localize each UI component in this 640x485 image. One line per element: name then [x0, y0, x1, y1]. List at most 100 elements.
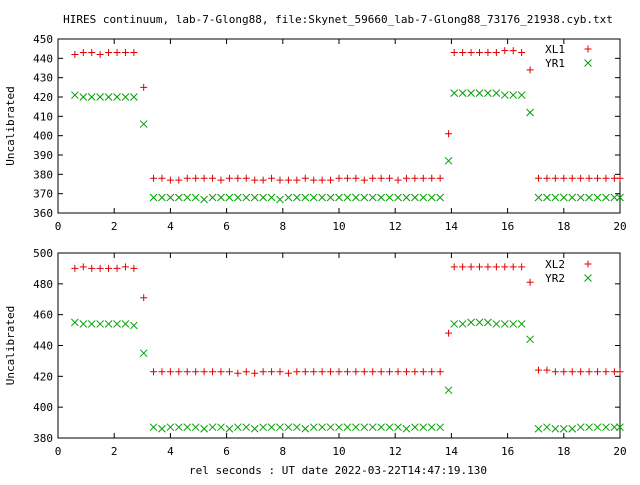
data-point	[369, 368, 377, 376]
data-point	[166, 193, 175, 202]
data-point	[427, 193, 436, 202]
data-point	[501, 47, 509, 55]
data-point	[343, 423, 352, 432]
data-point	[411, 193, 419, 202]
data-point	[104, 320, 113, 328]
x-tick-label: 18	[557, 445, 570, 458]
data-point	[467, 263, 475, 271]
data-point	[200, 174, 208, 182]
data-point	[335, 368, 343, 376]
data-point	[450, 49, 458, 57]
data-point	[327, 176, 335, 184]
data-point	[267, 423, 276, 432]
data-point	[335, 423, 343, 432]
data-point	[568, 193, 577, 202]
data-point	[233, 423, 242, 432]
data-point	[559, 193, 568, 202]
data-point	[402, 193, 411, 202]
data-point	[326, 423, 335, 432]
data-point	[139, 120, 148, 128]
data-point	[200, 368, 208, 376]
data-point	[368, 423, 377, 432]
data-point	[526, 278, 534, 286]
data-point	[139, 349, 148, 358]
data-point	[450, 263, 458, 271]
data-point	[121, 49, 129, 57]
data-point	[500, 91, 509, 99]
data-point	[113, 264, 121, 272]
data-point	[192, 368, 200, 376]
data-point	[200, 424, 208, 433]
data-point	[130, 264, 138, 272]
data-point	[292, 423, 301, 432]
data-point	[535, 366, 543, 374]
data-point	[217, 368, 225, 376]
data-point	[130, 321, 138, 330]
x-tick-label: 14	[445, 445, 459, 458]
data-point	[517, 320, 526, 328]
data-point	[259, 423, 267, 432]
data-point	[234, 174, 242, 182]
data-point	[268, 368, 276, 376]
data-point	[492, 263, 500, 271]
data-point	[105, 49, 113, 57]
legend-marker	[584, 260, 592, 268]
x-tick-label: 8	[279, 220, 286, 233]
data-point	[428, 368, 436, 376]
data-point	[594, 368, 602, 376]
y-tick-label: 430	[33, 72, 53, 85]
legend-label: XL1	[545, 43, 565, 56]
data-point	[335, 193, 343, 202]
x-tick-label: 4	[167, 445, 174, 458]
legend-label: YR2	[545, 272, 565, 285]
data-point	[158, 193, 166, 202]
data-point	[444, 386, 453, 395]
data-point	[88, 264, 96, 272]
data-point	[250, 193, 259, 202]
data-point	[121, 93, 130, 101]
x-tick-label: 6	[223, 445, 230, 458]
data-point	[217, 423, 225, 432]
chart-title: HIRES continuum, lab-7-Glong88, file:Sky…	[63, 13, 613, 26]
data-point	[568, 424, 577, 433]
data-point	[394, 193, 402, 202]
data-point	[191, 423, 200, 432]
data-point	[352, 174, 360, 182]
data-point	[284, 193, 293, 202]
data-point	[492, 320, 501, 328]
legend-label: YR1	[545, 57, 565, 70]
data-point	[616, 368, 624, 376]
data-point	[560, 174, 568, 182]
data-point	[149, 423, 158, 432]
data-point	[276, 176, 284, 184]
y-tick-label: 500	[33, 247, 53, 260]
data-point	[411, 174, 419, 182]
data-point	[251, 176, 259, 184]
data-point	[543, 174, 551, 182]
data-point	[360, 193, 369, 202]
data-point	[104, 93, 113, 101]
data-point	[427, 423, 436, 432]
data-point	[459, 263, 467, 271]
data-point	[276, 423, 284, 432]
data-point	[301, 424, 310, 433]
data-point	[174, 193, 183, 202]
legend-label: XL2	[545, 258, 565, 271]
x-tick-label: 4	[167, 220, 174, 233]
data-point	[175, 368, 183, 376]
x-tick-label: 18	[557, 220, 570, 233]
data-point	[250, 424, 259, 433]
data-point	[616, 423, 624, 432]
data-point	[158, 174, 166, 182]
data-point	[568, 174, 576, 182]
y-tick-label: 400	[33, 401, 53, 414]
data-point	[459, 49, 467, 57]
data-point	[385, 193, 394, 202]
data-point	[200, 195, 208, 204]
bottom-panel: 0 2 4 6 8 10 12 14 16 18 20 380 400 420 440 460 480 500 Un…	[4, 247, 627, 458]
data-point	[610, 423, 619, 432]
data-point	[318, 176, 326, 184]
data-point	[225, 174, 233, 182]
data-point	[577, 368, 585, 376]
data-point	[543, 423, 551, 432]
